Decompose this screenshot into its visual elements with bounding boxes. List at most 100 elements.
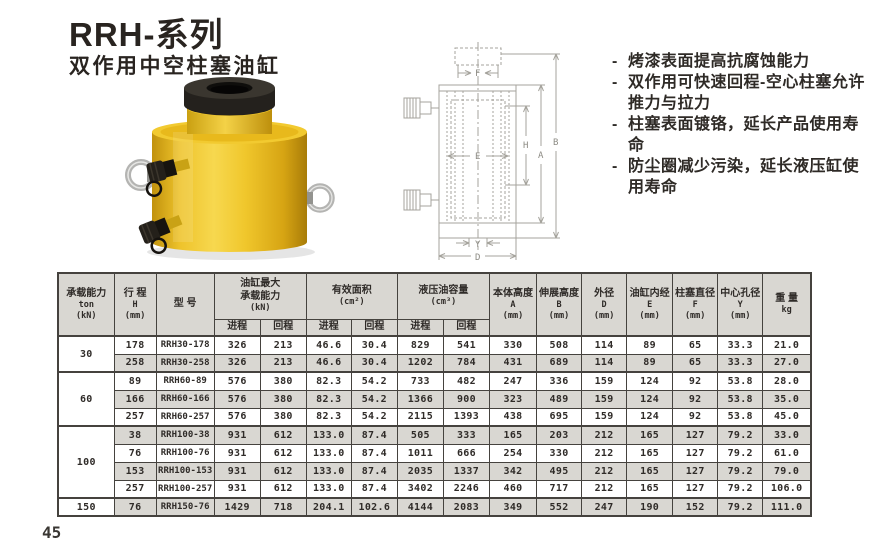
- value-cell: 612: [259, 479, 307, 499]
- value-cell: 1366: [396, 389, 444, 409]
- value-cell: 900: [442, 389, 490, 409]
- value-cell: 505: [396, 425, 444, 445]
- header-bore: 油缸内经 E (mm): [626, 272, 674, 337]
- feature-text: 烤漆表面提高抗腐蚀能力: [628, 53, 810, 70]
- value-cell: 2035: [396, 461, 444, 481]
- value-cell: 79.2: [717, 497, 764, 517]
- value-cell: 2115: [396, 407, 444, 427]
- value-cell: 79.2: [717, 479, 764, 499]
- value-cell: 30.4: [350, 353, 398, 373]
- dim-label-h: H: [523, 141, 528, 151]
- value-cell: 718: [259, 497, 307, 517]
- value-cell: 28.0: [762, 371, 812, 391]
- feature-item: - 烤漆表面提高抗腐蚀能力: [612, 52, 874, 72]
- value-cell: 336: [536, 371, 583, 391]
- value-cell: 931: [213, 479, 261, 499]
- value-cell: 89: [113, 371, 157, 391]
- spec-table: 承载能力 ton (kN) 行 程 H (mm) 型 号 油缸最大 承载能力 (…: [57, 272, 812, 517]
- value-cell: 460: [488, 479, 538, 499]
- value-cell: 124: [626, 389, 674, 409]
- value-cell: 552: [536, 497, 583, 517]
- value-cell: 576: [213, 371, 261, 391]
- value-cell: 326: [213, 335, 261, 355]
- value-cell: 87.4: [350, 443, 398, 463]
- product-photo: [121, 72, 339, 266]
- value-cell: 152: [672, 497, 719, 517]
- value-cell: 330: [488, 335, 538, 355]
- value-cell: 3402: [396, 479, 444, 499]
- value-cell: 33.0: [762, 425, 812, 445]
- subheader-retract: 回程: [350, 318, 398, 337]
- value-cell: 30.4: [350, 335, 398, 355]
- value-cell: 689: [536, 353, 583, 373]
- value-cell: 82.3: [305, 371, 352, 391]
- header-model: 型 号: [155, 272, 215, 337]
- value-cell: 1393: [442, 407, 490, 427]
- feature-list: - 烤漆表面提高抗腐蚀能力 - 双作用可快速回程-空心柱塞允许推力与拉力 - 柱…: [612, 52, 874, 199]
- value-cell: 380: [259, 389, 307, 409]
- value-cell: 92: [672, 407, 719, 427]
- dim-label-y: Y: [475, 240, 481, 250]
- model-cell: RRH100-38: [155, 425, 215, 445]
- capacity-group-cell: 150: [57, 497, 115, 517]
- value-cell: 133.0: [305, 461, 352, 481]
- value-cell: 82.3: [305, 389, 352, 409]
- header-capacity: 承载能力 ton (kN): [57, 272, 115, 337]
- value-cell: 733: [396, 371, 444, 391]
- value-cell: 87.4: [350, 425, 398, 445]
- value-cell: 203: [536, 425, 583, 445]
- value-cell: 213: [259, 335, 307, 355]
- value-cell: 2246: [442, 479, 490, 499]
- value-cell: 106.0: [762, 479, 812, 499]
- value-cell: 695: [536, 407, 583, 427]
- page-title: RRH-系列: [69, 16, 224, 53]
- value-cell: 127: [672, 443, 719, 463]
- value-cell: 257: [113, 479, 157, 499]
- value-cell: 258: [113, 353, 157, 373]
- value-cell: 165: [488, 425, 538, 445]
- value-cell: 213: [259, 353, 307, 373]
- header-center-hole: 中心孔径 Y (mm): [717, 272, 764, 337]
- subheader-retract: 回程: [259, 318, 307, 337]
- feature-item: - 双作用可快速回程-空心柱塞允许推力与拉力: [612, 73, 874, 114]
- model-cell: RRH30-258: [155, 353, 215, 373]
- value-cell: 79.2: [717, 461, 764, 481]
- model-cell: RRH30-178: [155, 335, 215, 355]
- value-cell: 111.0: [762, 497, 812, 517]
- value-cell: 53.8: [717, 371, 764, 391]
- value-cell: 165: [626, 461, 674, 481]
- dim-label-f: F: [475, 69, 480, 79]
- value-cell: 349: [488, 497, 538, 517]
- dim-label-d: D: [475, 253, 480, 263]
- value-cell: 931: [213, 443, 261, 463]
- value-cell: 166: [113, 389, 157, 409]
- header-effective-area: 有效面积 (cm²): [305, 272, 398, 320]
- value-cell: 165: [626, 479, 674, 499]
- cylinder-image: [125, 77, 335, 260]
- value-cell: 33.3: [717, 353, 764, 373]
- model-cell: RRH60-166: [155, 389, 215, 409]
- value-cell: 89: [626, 335, 674, 355]
- capacity-group-cell: 100: [57, 425, 115, 499]
- value-cell: 380: [259, 371, 307, 391]
- feature-text: 防尘圈减少污染，延长液压缸使用寿命: [628, 158, 860, 196]
- model-cell: RRH150-76: [155, 497, 215, 517]
- bullet-dash: -: [612, 74, 618, 92]
- header-weight: 重 量 kg: [762, 272, 812, 337]
- bullet-dash: -: [612, 53, 618, 70]
- value-cell: 342: [488, 461, 538, 481]
- header-body-height: 本体高度 A (mm): [488, 272, 538, 337]
- dim-label-b: B: [553, 138, 558, 148]
- value-cell: 1337: [442, 461, 490, 481]
- value-cell: 931: [213, 425, 261, 445]
- value-cell: 165: [626, 425, 674, 445]
- value-cell: 576: [213, 389, 261, 409]
- value-cell: 21.0: [762, 335, 812, 355]
- feature-item: - 防尘圈减少污染，延长液压缸使用寿命: [612, 157, 874, 198]
- header-plunger-diameter: 柱塞直径 F (mm): [672, 272, 719, 337]
- value-cell: 212: [581, 461, 628, 481]
- model-cell: RRH60-257: [155, 407, 215, 427]
- value-cell: 612: [259, 461, 307, 481]
- value-cell: 438: [488, 407, 538, 427]
